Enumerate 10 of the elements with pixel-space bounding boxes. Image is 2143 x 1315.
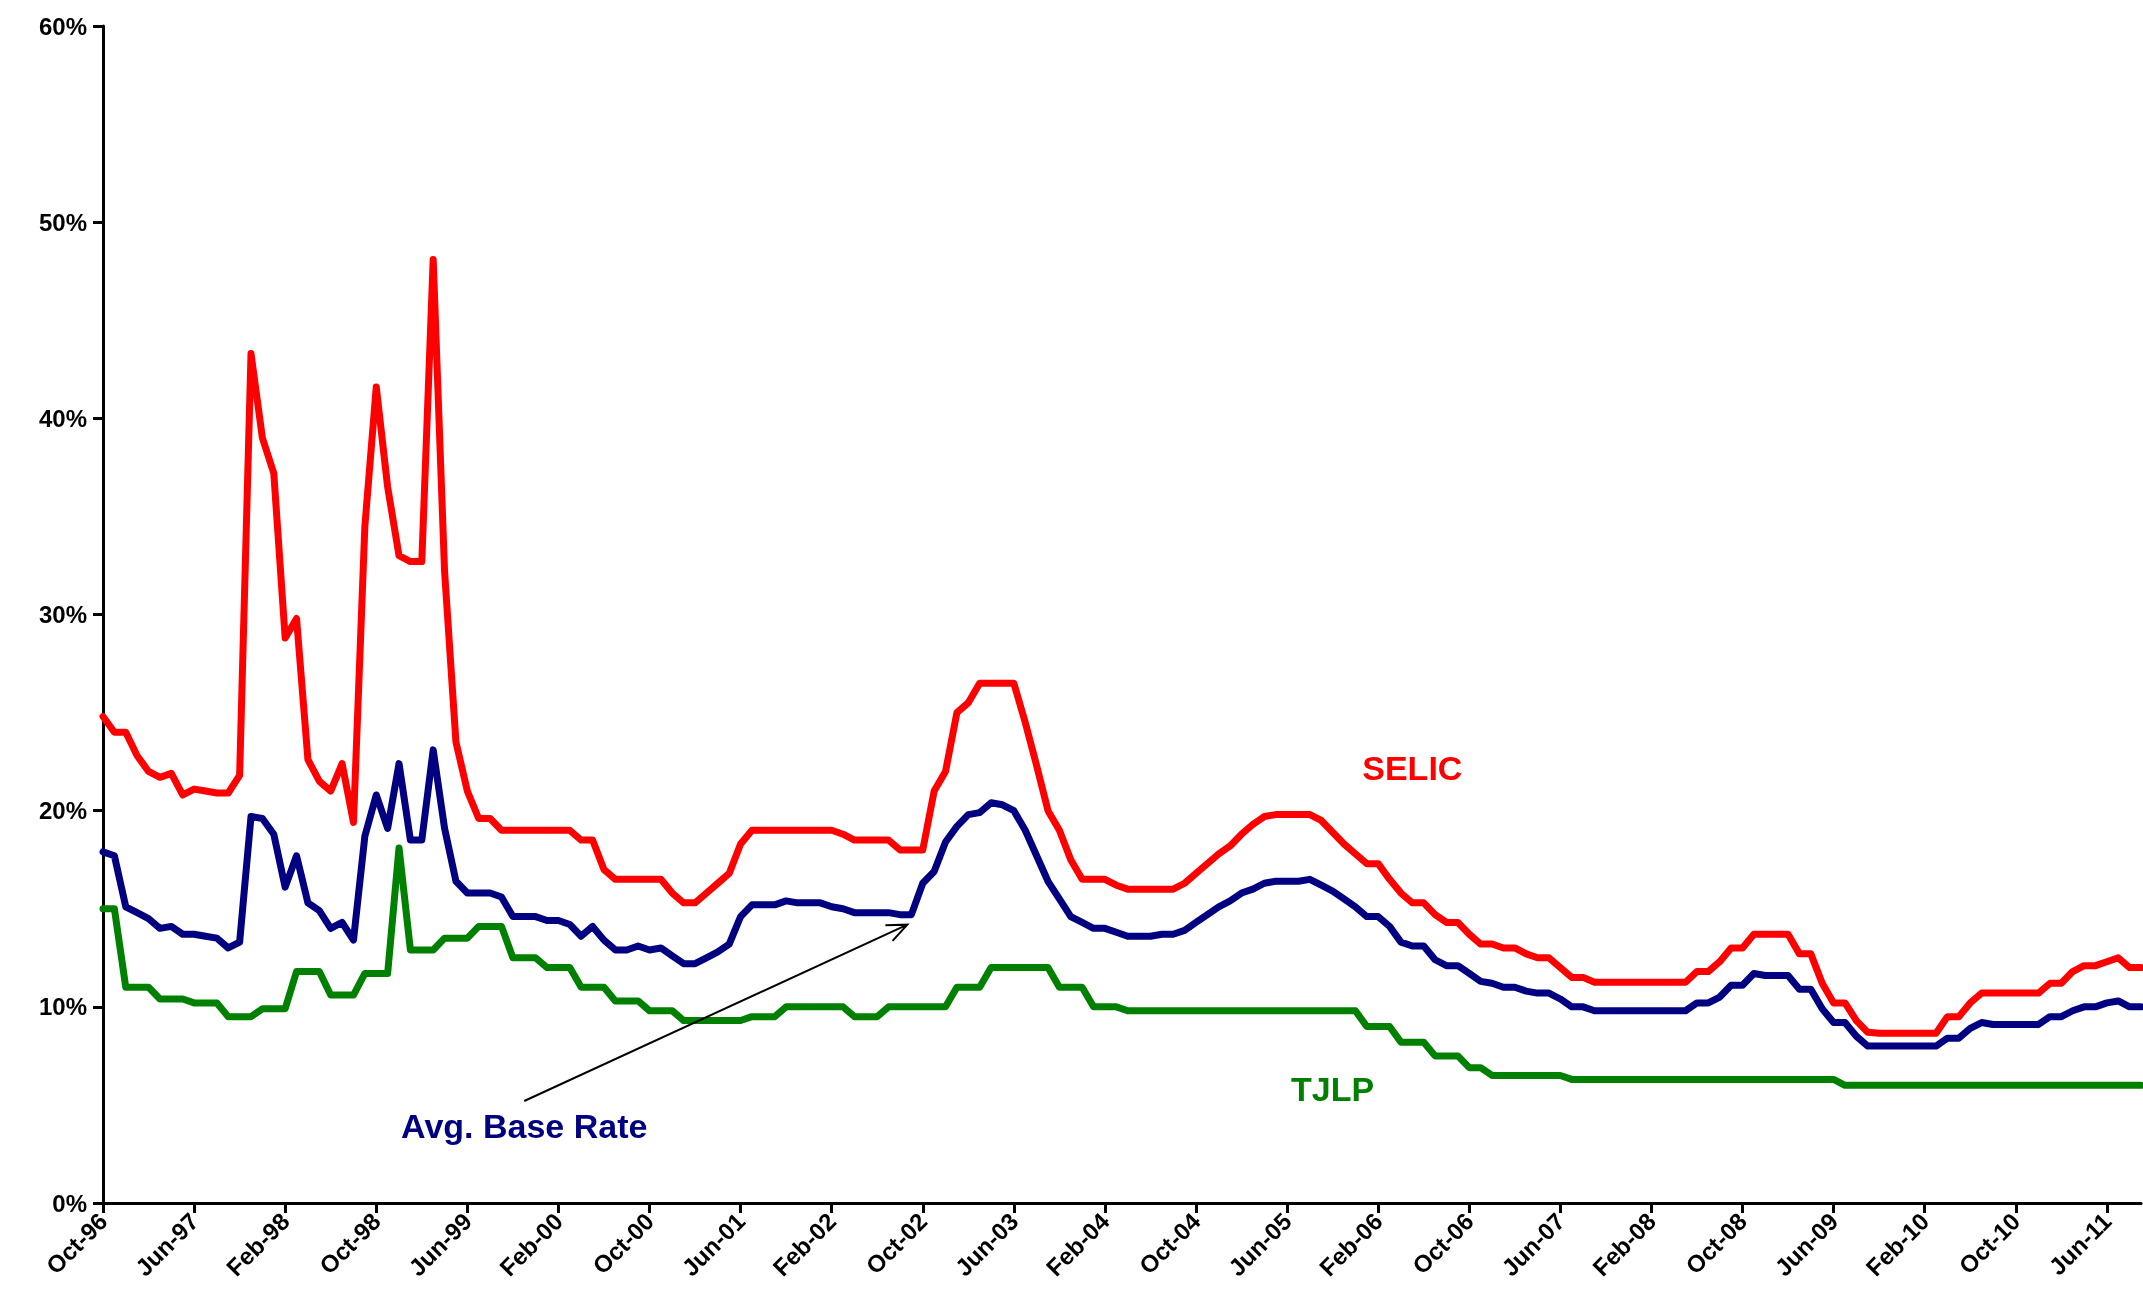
y-tick-label: 20% xyxy=(38,797,87,825)
text: Avg. Base Rate xyxy=(401,1106,648,1146)
y-tick-label: 30% xyxy=(38,601,87,628)
series-label: SELIC xyxy=(1362,748,1463,787)
series-label: TJLP xyxy=(1291,1069,1375,1109)
y-tick-label: 60% xyxy=(38,12,87,40)
y-tick-label: 50% xyxy=(38,208,87,236)
y-tick-label: 0% xyxy=(52,1189,87,1217)
y-tick-label: 40% xyxy=(38,404,87,432)
y-tick-label: 10% xyxy=(38,993,87,1021)
